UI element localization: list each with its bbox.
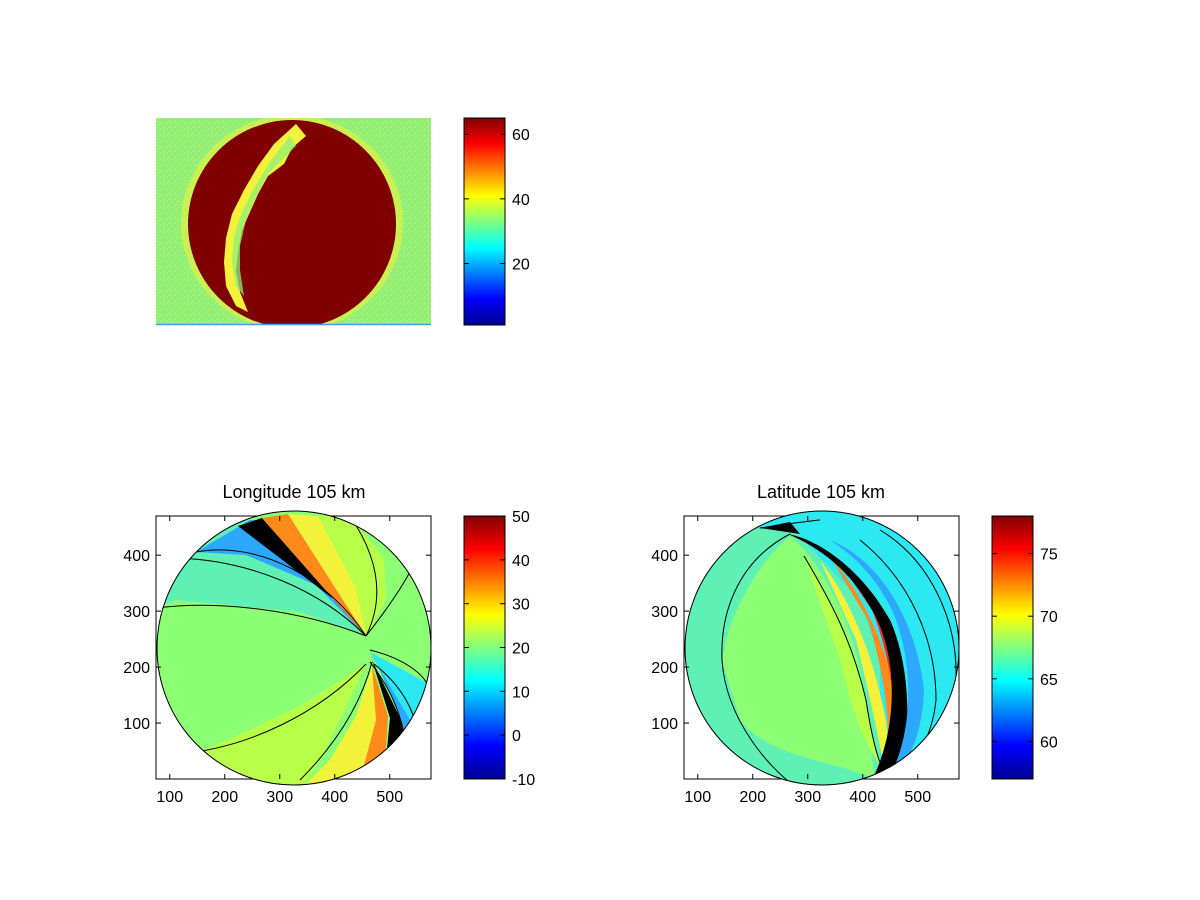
latitude-xtick-label: 300 <box>794 789 821 806</box>
colorbar-2-tick-label: 0 <box>512 728 521 745</box>
colorbar-2 <box>463 515 506 780</box>
colorbar-1-ticks: 20 40 60 <box>464 127 530 274</box>
longitude-panel: Longitude 105 km <box>123 482 535 806</box>
lat-region-black <box>788 534 908 776</box>
image-bright-arc-core <box>232 136 296 296</box>
latitude-xtick-label: 100 <box>684 789 711 806</box>
lon-region-orange-lower <box>360 666 388 780</box>
longitude-title: Longitude 105 km <box>222 482 365 502</box>
colorbar-2-tick-label: 40 <box>512 553 530 570</box>
camera-image-panel: 20 40 60 <box>156 117 530 326</box>
latitude-xtick-label: 500 <box>904 789 931 806</box>
colorbar-3-ticks: 60 65 70 75 <box>992 547 1058 751</box>
lat-boundary <box>684 510 960 786</box>
colorbar-2-tick-label: 10 <box>512 684 530 701</box>
longitude-ytick-label: 400 <box>123 548 150 565</box>
colorbar-1-tick-label: 20 <box>512 257 530 274</box>
longitude-axis-ticks: 100 200 300 400 500 100 200 300 400 <box>123 516 431 806</box>
lon-region-lime-upper <box>318 516 386 636</box>
longitude-xtick-label: 300 <box>266 789 293 806</box>
lon-region-orange <box>262 514 366 636</box>
longitude-ytick-label: 200 <box>123 660 150 677</box>
colorbar-2-tick-label: 30 <box>512 597 530 614</box>
latitude-panel: Latitude 105 km 100 200 300 400 500 100 200 300… <box>651 482 1058 806</box>
lon-region-black-upper <box>238 518 366 636</box>
colorbar-2-tick-label: 20 <box>512 641 530 658</box>
latitude-xtick-label: 400 <box>849 789 876 806</box>
latitude-axis-ticks: 100 200 300 400 500 100 200 300 400 <box>651 516 959 806</box>
longitude-xtick-label: 100 <box>156 789 183 806</box>
colorbar-1-tick-label: 40 <box>512 192 530 209</box>
latitude-ytick-label: 400 <box>651 548 678 565</box>
lat-region-green <box>722 536 874 780</box>
image-disc <box>188 120 396 325</box>
colorbar-3-tick-label: 60 <box>1040 734 1058 751</box>
latitude-ytick-label: 200 <box>651 660 678 677</box>
colorbar-3 <box>991 515 1034 780</box>
colorbar-3-tick-label: 75 <box>1040 547 1058 564</box>
colorbar-2-tick-label: 50 <box>512 509 530 526</box>
colorbar-1 <box>463 117 506 326</box>
lat-contour-lines <box>721 519 957 785</box>
longitude-xtick-label: 400 <box>321 789 348 806</box>
colorbar-2-ticks: -10 0 10 20 30 40 50 <box>464 509 535 789</box>
longitude-ytick-label: 300 <box>123 604 150 621</box>
latitude-xtick-label: 200 <box>739 789 766 806</box>
lon-region-blue <box>196 520 366 636</box>
longitude-xtick-label: 200 <box>211 789 238 806</box>
lon-boundary <box>156 510 432 786</box>
colorbar-3-tick-label: 70 <box>1040 609 1058 626</box>
lat-region-lime <box>804 556 884 770</box>
longitude-xtick-label: 500 <box>376 789 403 806</box>
latitude-ytick-label: 300 <box>651 604 678 621</box>
latitude-title: Latitude 105 km <box>757 482 885 502</box>
lon-region-yellow-lower <box>300 666 382 785</box>
colorbar-2-tick-label: -10 <box>512 772 535 789</box>
lon-contour-lines <box>157 515 429 781</box>
latitude-ytick-label: 100 <box>651 716 678 733</box>
lon-region-yellow <box>288 514 366 636</box>
colorbar-1-tick-label: 60 <box>512 127 530 144</box>
longitude-ytick-label: 100 <box>123 716 150 733</box>
lat-region-top-black <box>760 522 800 534</box>
colorbar-3-tick-label: 65 <box>1040 672 1058 689</box>
